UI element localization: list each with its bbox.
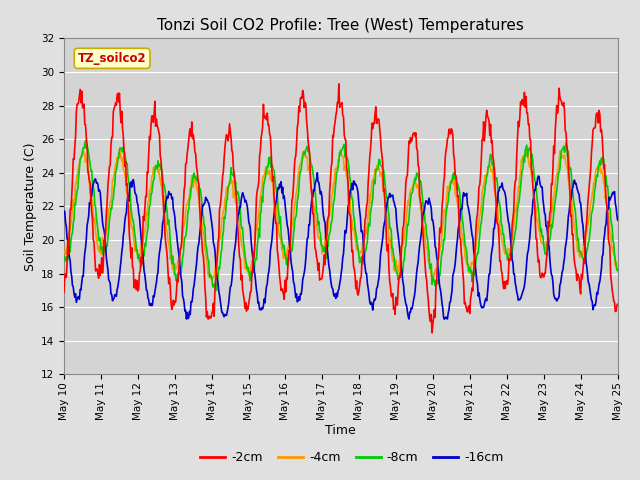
-2cm [425,307,433,313]
-16cm [183,310,191,315]
-8cm [70,216,78,222]
Line: -2cm: -2cm [64,84,618,333]
Legend: -2cm, -4cm, -8cm, -16cm: -2cm, -4cm, -8cm, -16cm [195,446,509,469]
-2cm [335,81,342,87]
-4cm [60,249,68,254]
-2cm [183,151,191,156]
-4cm [183,202,191,207]
-8cm [410,182,417,188]
-16cm [409,302,417,308]
-4cm [337,147,344,153]
-8cm [128,213,136,218]
Title: Tonzi Soil CO2 Profile: Tree (West) Temperatures: Tonzi Soil CO2 Profile: Tree (West) Temp… [157,18,524,33]
-8cm [614,267,621,273]
-2cm [60,289,68,295]
-4cm [212,257,220,263]
-8cm [214,274,222,280]
-4cm [70,196,78,202]
-16cm [212,270,220,276]
-2cm [127,255,135,261]
Line: -16cm: -16cm [64,173,618,319]
Text: TZ_soilco2: TZ_soilco2 [78,52,147,65]
-8cm [426,265,433,271]
-2cm [70,156,78,162]
-2cm [428,330,436,336]
Line: -4cm: -4cm [64,150,618,282]
-8cm [60,258,68,264]
-16cm [70,291,78,297]
-8cm [184,208,192,214]
-2cm [212,268,220,274]
-16cm [60,208,68,214]
-8cm [212,288,220,293]
-2cm [614,301,621,307]
-16cm [127,179,135,185]
-4cm [127,221,135,227]
-4cm [409,184,417,190]
Line: -8cm: -8cm [64,141,618,290]
-4cm [614,268,621,274]
-4cm [429,279,436,285]
Y-axis label: Soil Temperature (C): Soil Temperature (C) [24,142,37,271]
-4cm [425,259,433,265]
-16cm [614,217,621,223]
-2cm [409,132,417,137]
-8cm [82,138,90,144]
-16cm [425,195,433,201]
-16cm [314,170,321,176]
X-axis label: Time: Time [325,424,356,437]
-16cm [440,316,448,322]
